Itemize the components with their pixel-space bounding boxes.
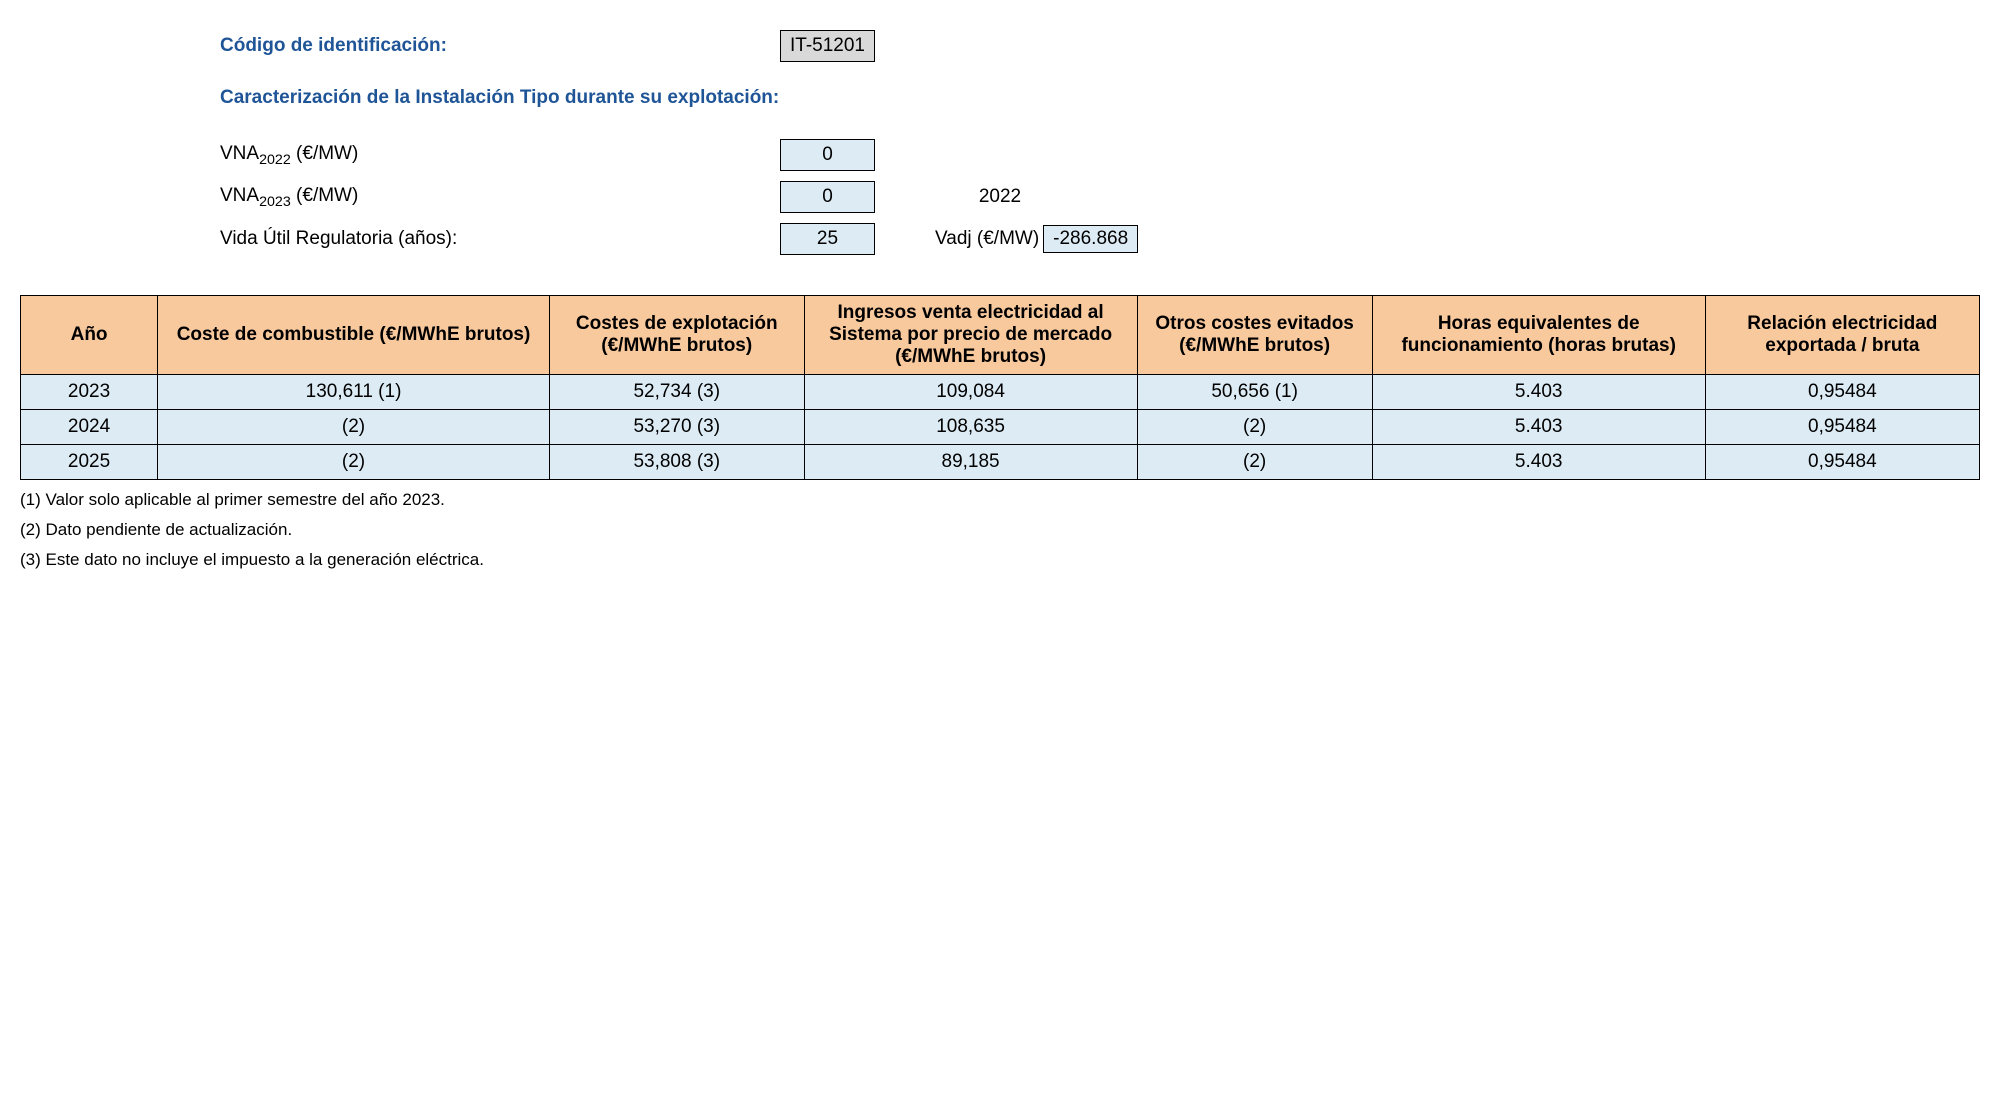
- table-row: 2025(2)53,808 (3)89,185(2)5.4030,95484: [21, 445, 1980, 480]
- id-label: Código de identificación:: [220, 35, 780, 57]
- vadj-value: -286.868: [1043, 225, 1138, 253]
- vna2023-label: VNA2023 (€/MW): [220, 185, 780, 210]
- table-cell: 52,734 (3): [549, 375, 804, 410]
- id-row: Código de identificación: IT-51201: [220, 30, 1980, 62]
- char-row: Caracterización de la Instalación Tipo d…: [220, 87, 1980, 109]
- col-header: Coste de combustible (€/MWhE brutos): [158, 296, 550, 375]
- table-cell: 0,95484: [1705, 410, 1979, 445]
- table-cell: 5.403: [1372, 410, 1705, 445]
- year-label: 2022: [935, 186, 1065, 208]
- vna2023-row: VNA2023 (€/MW) 0 2022: [220, 181, 1980, 213]
- data-table: AñoCoste de combustible (€/MWhE brutos)C…: [20, 295, 1980, 480]
- col-header: Horas equivalentes de funcionamiento (ho…: [1372, 296, 1705, 375]
- year-side: 2022: [935, 186, 1065, 208]
- vadj-label: Vadj (€/MW): [935, 228, 1039, 250]
- vna2022-row: VNA2022 (€/MW) 0: [220, 139, 1980, 171]
- col-header: Otros costes evitados (€/MWhE brutos): [1137, 296, 1372, 375]
- footnotes: (1) Valor solo aplicable al primer semes…: [20, 490, 1980, 570]
- table-cell: 5.403: [1372, 445, 1705, 480]
- char-label: Caracterización de la Instalación Tipo d…: [220, 87, 779, 109]
- table-row: 2024(2)53,270 (3)108,635(2)5.4030,95484: [21, 410, 1980, 445]
- table-header-row: AñoCoste de combustible (€/MWhE brutos)C…: [21, 296, 1980, 375]
- footnote: (1) Valor solo aplicable al primer semes…: [20, 490, 1980, 510]
- table-cell: 130,611 (1): [158, 375, 550, 410]
- vna2022-label: VNA2022 (€/MW): [220, 143, 780, 168]
- header-block: Código de identificación: IT-51201 Carac…: [220, 30, 1980, 255]
- table-cell: 50,656 (1): [1137, 375, 1372, 410]
- col-header: Costes de explotación (€/MWhE brutos): [549, 296, 804, 375]
- vadj-side: Vadj (€/MW) -286.868: [935, 225, 1138, 253]
- table-cell: 108,635: [804, 410, 1137, 445]
- table-row: 2023130,611 (1)52,734 (3)109,08450,656 (…: [21, 375, 1980, 410]
- table-cell: 2025: [21, 445, 158, 480]
- vna2023-value: 0: [780, 181, 875, 213]
- table-cell: 0,95484: [1705, 375, 1979, 410]
- table-cell: (2): [1137, 410, 1372, 445]
- vida-label: Vida Útil Regulatoria (años):: [220, 228, 780, 250]
- col-header: Relación electricidad exportada / bruta: [1705, 296, 1979, 375]
- vida-row: Vida Útil Regulatoria (años): 25 Vadj (€…: [220, 223, 1980, 255]
- footnote: (3) Este dato no incluye el impuesto a l…: [20, 550, 1980, 570]
- table-cell: 5.403: [1372, 375, 1705, 410]
- col-header: Año: [21, 296, 158, 375]
- table-cell: (2): [1137, 445, 1372, 480]
- id-value: IT-51201: [780, 30, 875, 62]
- table-head: AñoCoste de combustible (€/MWhE brutos)C…: [21, 296, 1980, 375]
- footnote: (2) Dato pendiente de actualización.: [20, 520, 1980, 540]
- table-cell: 2024: [21, 410, 158, 445]
- vna2022-value: 0: [780, 139, 875, 171]
- table-cell: (2): [158, 445, 550, 480]
- col-header: Ingresos venta electricidad al Sistema p…: [804, 296, 1137, 375]
- vida-value: 25: [780, 223, 875, 255]
- table-cell: 109,084: [804, 375, 1137, 410]
- table-cell: 53,808 (3): [549, 445, 804, 480]
- table-body: 2023130,611 (1)52,734 (3)109,08450,656 (…: [21, 375, 1980, 480]
- table-cell: 2023: [21, 375, 158, 410]
- table-cell: 53,270 (3): [549, 410, 804, 445]
- table-cell: 89,185: [804, 445, 1137, 480]
- table-cell: 0,95484: [1705, 445, 1979, 480]
- table-cell: (2): [158, 410, 550, 445]
